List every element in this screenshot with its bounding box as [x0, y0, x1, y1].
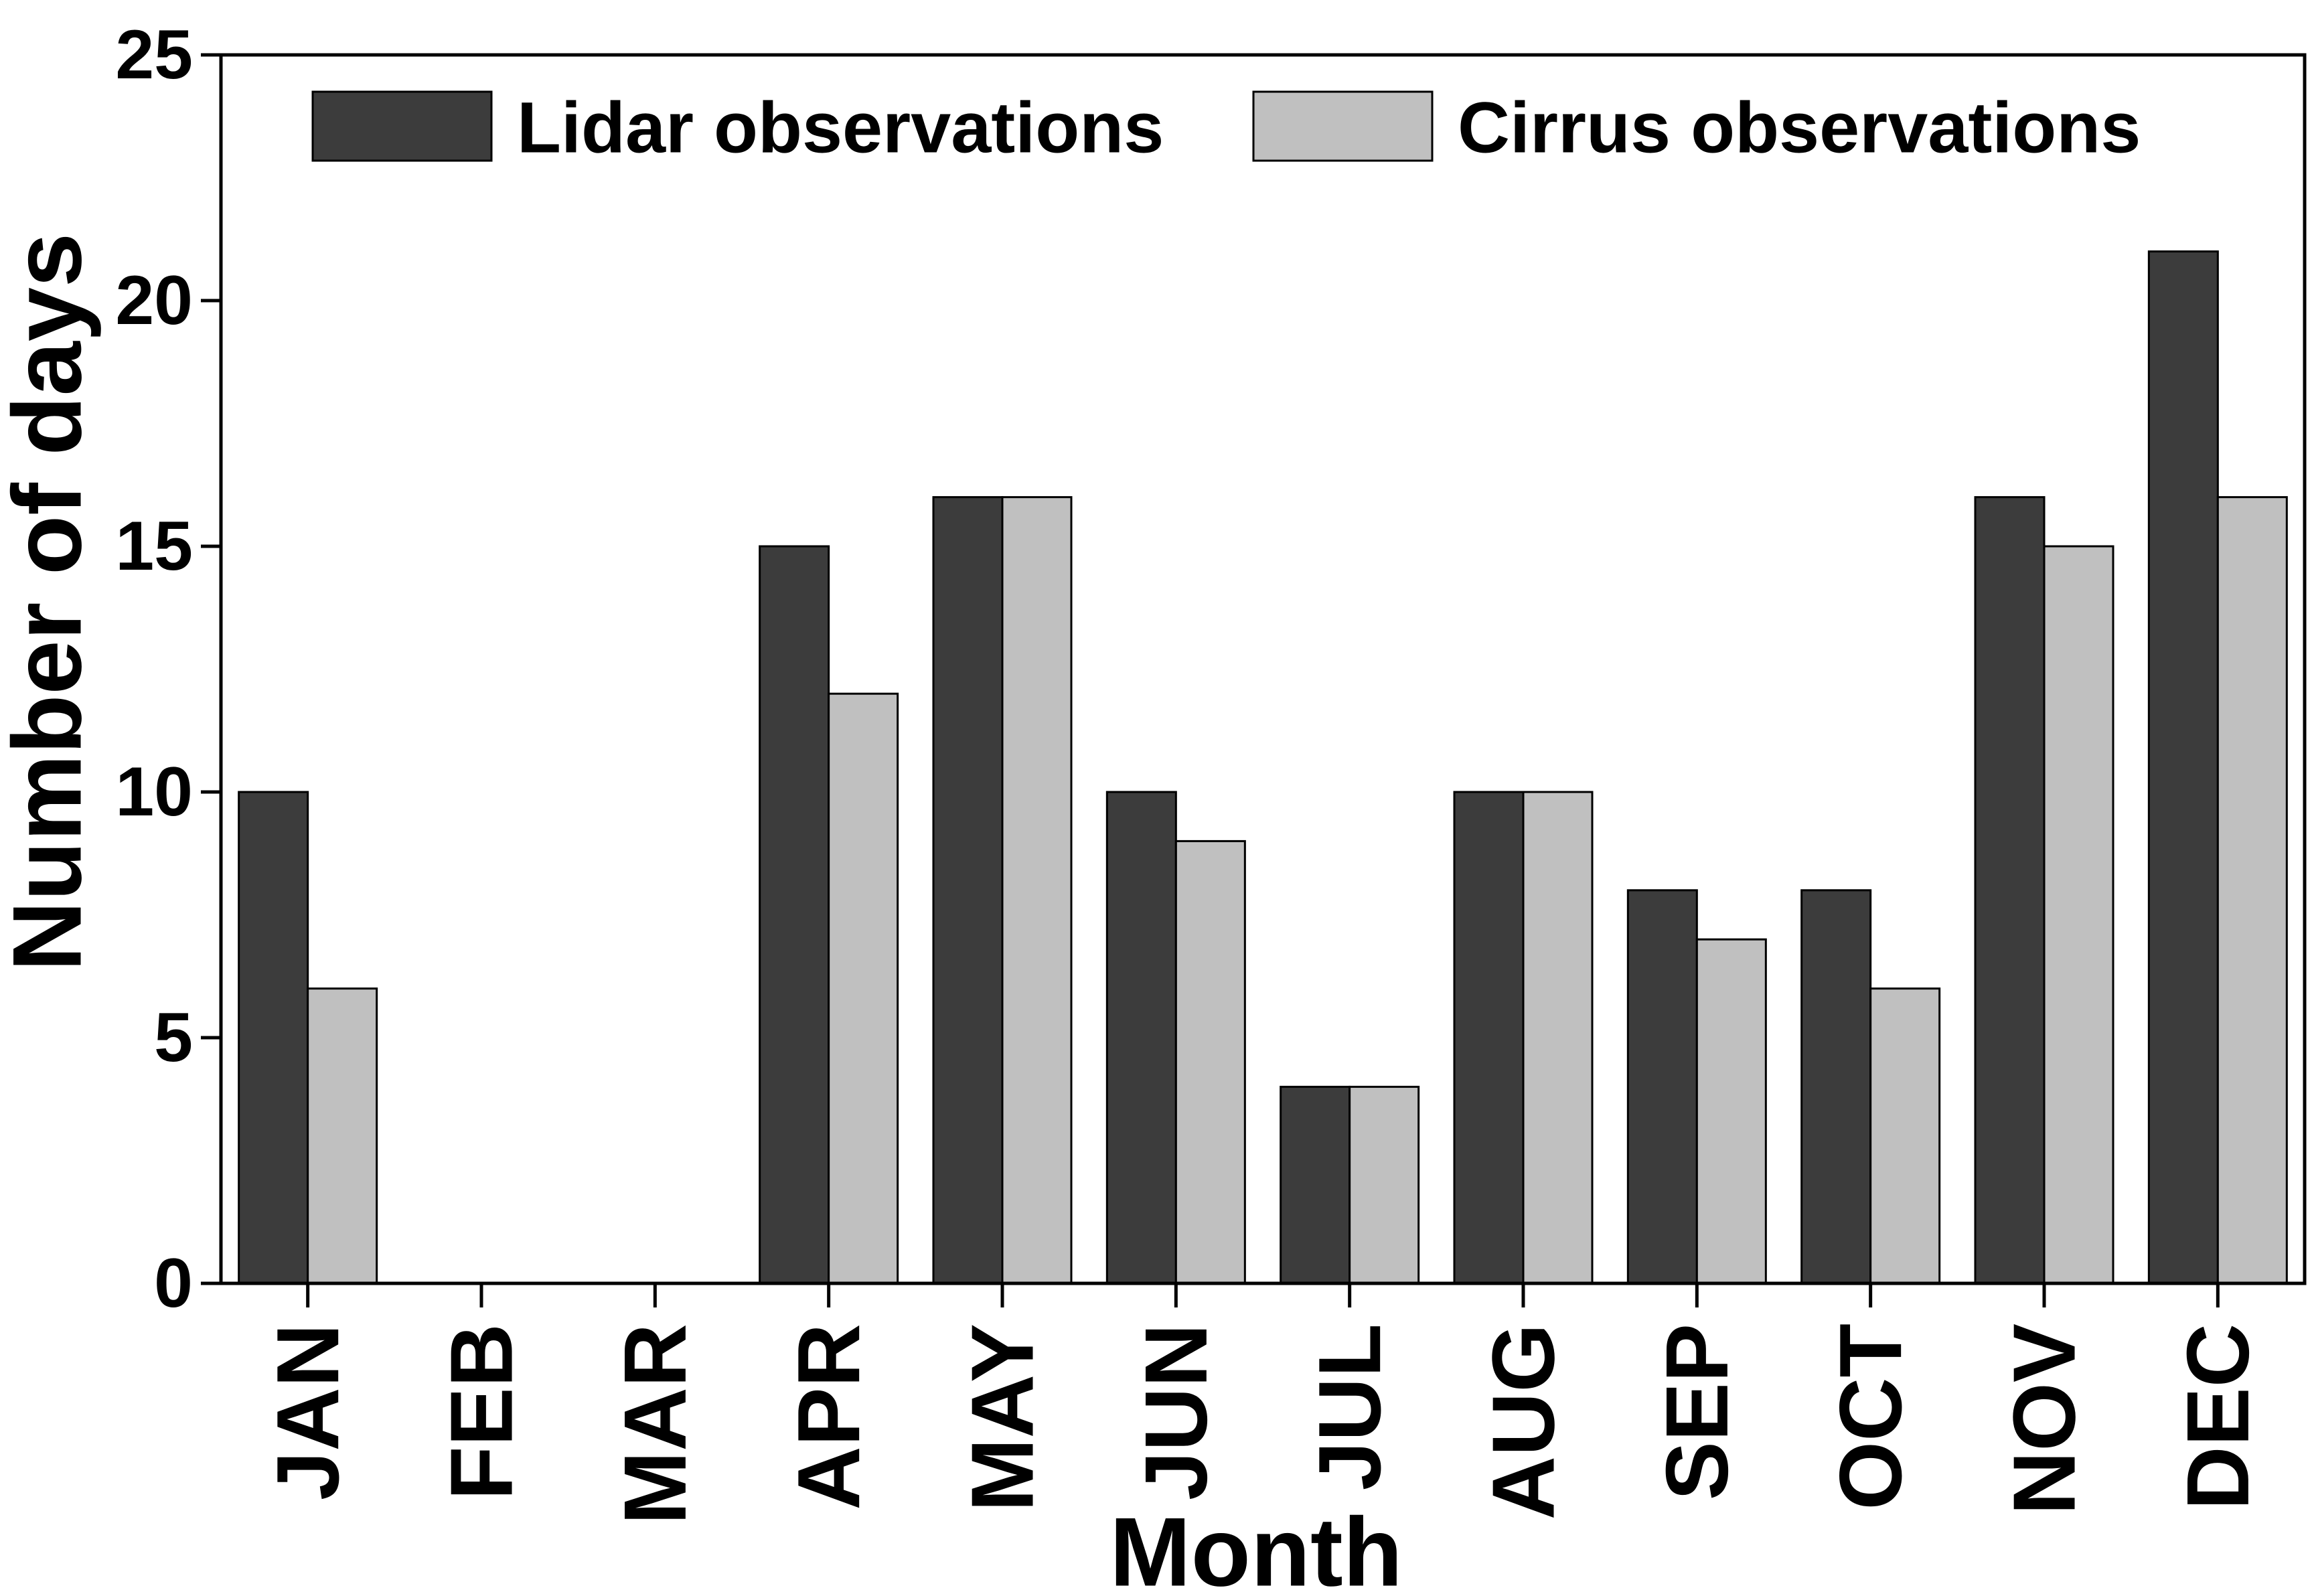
bar-lidar-may — [932, 496, 1004, 1285]
bar-lidar-jul — [1280, 1085, 1351, 1285]
bar-lidar-aug — [1453, 791, 1525, 1285]
x-tick-label-aug: AUG — [1474, 1324, 1573, 1520]
y-tick-label: 15 — [115, 507, 193, 585]
axes-layer: 0 5 10 15 20 25 JAN FEB MAR APR MAY JUN JUL AUG SEP OCT… — [115, 16, 2267, 1525]
bar-cirrus-may — [1001, 496, 1073, 1285]
bar-cirrus-oct — [1869, 987, 1941, 1285]
x-tick-label-apr: APR — [779, 1324, 878, 1510]
x-tick-label-jun: JUN — [1127, 1324, 1225, 1500]
bar-lidar-jun — [1105, 791, 1177, 1285]
bar-cirrus-jun — [1174, 840, 1246, 1285]
bar-cirrus-nov — [2043, 545, 2114, 1285]
bar-lidar-apr — [759, 545, 830, 1285]
bar-cirrus-jul — [1349, 1085, 1420, 1285]
y-tick-label: 20 — [115, 262, 193, 339]
x-tick-label-may: MAY — [953, 1324, 1052, 1512]
x-tick-label-mar: MAR — [606, 1324, 704, 1525]
bar-cirrus-jan — [307, 987, 378, 1285]
bar-cirrus-dec — [2216, 496, 2288, 1285]
legend-label-lidar: Lidar observations — [517, 87, 1164, 168]
bar-cirrus-sep — [1695, 938, 1767, 1285]
bar-lidar-nov — [1974, 496, 2046, 1285]
x-tick-label-jul: JUL — [1300, 1324, 1399, 1490]
y-tick-label: 25 — [115, 16, 193, 94]
x-tick-label-oct: OCT — [1821, 1324, 1920, 1510]
x-tick-label-jan: JAN — [258, 1324, 357, 1500]
bar-lidar-oct — [1800, 889, 1872, 1285]
x-tick-label-dec: DEC — [2169, 1324, 2267, 1510]
x-tick-label-nov: NOV — [1995, 1324, 2094, 1515]
x-axis-label: Month — [1109, 1498, 1403, 1596]
plot-frame — [219, 53, 2307, 1285]
bar-cirrus-aug — [1522, 791, 1594, 1285]
bar-lidar-jan — [238, 791, 309, 1285]
x-tick-label-feb: FEB — [433, 1324, 531, 1500]
legend-label-cirrus: Cirrus observations — [1458, 87, 2141, 168]
y-tick-label: 0 — [154, 1245, 193, 1322]
y-tick-label: 5 — [154, 999, 193, 1076]
legend-swatch-cirrus — [1252, 90, 1434, 162]
legend: Lidar observations Cirrus observations — [311, 87, 2141, 168]
y-axis-label: Number of days — [0, 233, 102, 971]
bar-lidar-sep — [1626, 889, 1698, 1285]
bar-lidar-dec — [2147, 250, 2219, 1285]
bar-cirrus-apr — [828, 692, 899, 1285]
legend-swatch-lidar — [311, 90, 493, 162]
x-tick-label-sep: SEP — [1648, 1324, 1746, 1500]
bars-layer — [238, 250, 2288, 1285]
y-tick-label: 10 — [115, 753, 193, 831]
